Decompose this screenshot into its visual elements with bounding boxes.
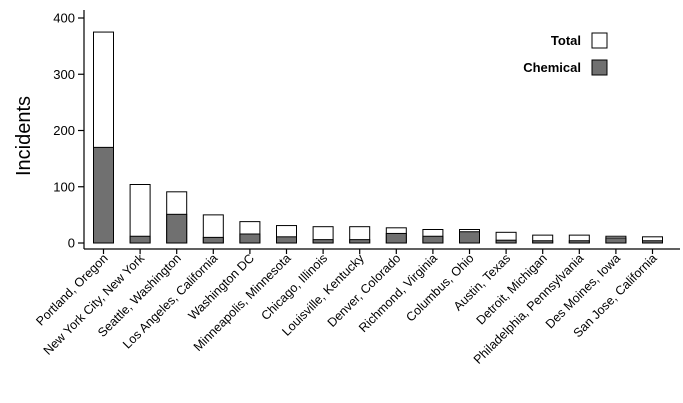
bar-chemical <box>202 236 224 244</box>
legend-label: Chemical <box>523 60 581 75</box>
bar-chemical <box>349 239 371 244</box>
bar-chemical <box>495 239 517 244</box>
bar-chemical <box>642 240 663 244</box>
y-tick-label: 300 <box>53 67 75 82</box>
x-tick-label: Washington DC <box>186 251 257 322</box>
legend-swatch <box>591 32 608 49</box>
bar-chemical <box>239 233 261 244</box>
bar-chemical <box>312 239 334 244</box>
legend: Total Chemical <box>523 32 608 76</box>
bar-chemical <box>605 237 627 244</box>
legend-label: Total <box>551 33 581 48</box>
y-tick-label: 100 <box>53 179 75 194</box>
bars <box>93 31 663 244</box>
y-tick-label: 200 <box>53 123 75 138</box>
legend-swatch <box>591 59 608 76</box>
x-tick-label: Chicago, Illinois <box>258 251 330 323</box>
bar-chemical <box>276 236 297 244</box>
bar-chemical <box>532 240 554 244</box>
bar-chemical <box>166 213 188 244</box>
bar-chemical <box>129 235 151 244</box>
bar-total <box>129 184 151 244</box>
y-tick-label: 400 <box>53 11 75 26</box>
bar-chemical <box>93 146 114 244</box>
y-axis-label: Incidents <box>13 96 35 176</box>
bar-chemical <box>385 232 407 244</box>
bar-chemical <box>422 235 444 244</box>
bar-chemical <box>568 240 590 244</box>
bar-chemical <box>459 231 480 244</box>
y-axis: 0 100 200 300 400 <box>53 10 85 251</box>
y-tick-label: 0 <box>68 236 75 251</box>
